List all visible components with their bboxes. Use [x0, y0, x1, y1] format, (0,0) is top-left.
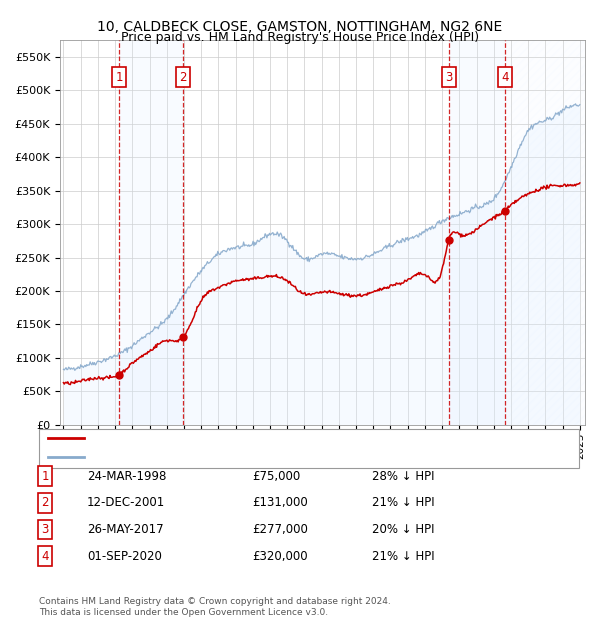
- Text: 2: 2: [179, 71, 187, 84]
- Text: 21% ↓ HPI: 21% ↓ HPI: [372, 497, 434, 509]
- Text: 12-DEC-2001: 12-DEC-2001: [87, 497, 165, 509]
- Text: 26-MAY-2017: 26-MAY-2017: [87, 523, 164, 536]
- Text: 21% ↓ HPI: 21% ↓ HPI: [372, 550, 434, 562]
- Text: £277,000: £277,000: [252, 523, 308, 536]
- Text: 20% ↓ HPI: 20% ↓ HPI: [372, 523, 434, 536]
- Text: Price paid vs. HM Land Registry's House Price Index (HPI): Price paid vs. HM Land Registry's House …: [121, 31, 479, 44]
- Text: 10, CALDBECK CLOSE, GAMSTON, NOTTINGHAM, NG2 6NE: 10, CALDBECK CLOSE, GAMSTON, NOTTINGHAM,…: [97, 20, 503, 34]
- Text: 01-SEP-2020: 01-SEP-2020: [87, 550, 162, 562]
- Text: 10, CALDBECK CLOSE, GAMSTON, NOTTINGHAM, NG2 6NE (detached house): 10, CALDBECK CLOSE, GAMSTON, NOTTINGHAM,…: [90, 433, 509, 443]
- Text: £320,000: £320,000: [252, 550, 308, 562]
- Text: 4: 4: [502, 71, 509, 84]
- Bar: [119, 40, 183, 425]
- Text: 4: 4: [41, 550, 49, 562]
- Text: 24-MAR-1998: 24-MAR-1998: [87, 470, 166, 482]
- Text: 3: 3: [41, 523, 49, 536]
- Text: 28% ↓ HPI: 28% ↓ HPI: [372, 470, 434, 482]
- Text: 3: 3: [445, 71, 453, 84]
- Text: 2: 2: [41, 497, 49, 509]
- Text: 1: 1: [41, 470, 49, 482]
- Text: £75,000: £75,000: [252, 470, 300, 482]
- Text: 1: 1: [115, 71, 123, 84]
- Text: Contains HM Land Registry data © Crown copyright and database right 2024.
This d: Contains HM Land Registry data © Crown c…: [39, 598, 391, 617]
- Text: £131,000: £131,000: [252, 497, 308, 509]
- Text: HPI: Average price, detached house, Rushcliffe: HPI: Average price, detached house, Rush…: [90, 452, 346, 463]
- Bar: [449, 40, 505, 425]
- Bar: [505, 40, 589, 425]
